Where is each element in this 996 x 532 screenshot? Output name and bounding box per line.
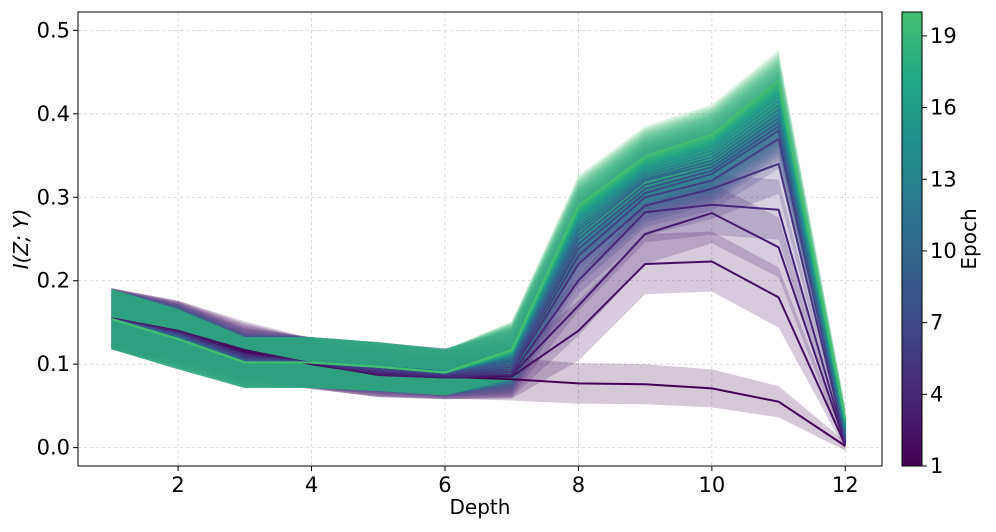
band-epoch-11 [111,83,846,440]
band-epoch-3 [111,183,846,449]
plot-background [78,12,882,466]
y-tick-label: 0.5 [37,18,70,42]
band-epoch-19 [111,53,846,431]
x-axis-title: Depth [450,495,511,519]
line-epoch-20 [111,79,847,419]
band-epoch-5 [111,133,846,447]
y-axis-title: I(Z; Y) [9,209,33,270]
plot-frame [77,11,883,467]
y-tick-label: 0.3 [37,185,70,209]
colorbar-gradient [901,11,923,467]
colorbar-tick-label: 16 [930,96,957,120]
colorbar-tick-label: 10 [930,239,957,263]
y-tick-label: 0.1 [37,352,70,376]
y-tick-label: 0.4 [37,102,70,126]
line-epoch-5 [111,162,847,442]
x-tick-label: 6 [438,473,451,497]
band-epoch-8 [111,96,846,444]
colorbar-tick-label: 19 [930,24,957,48]
x-tick-label: 10 [698,473,725,497]
band-epoch-2 [111,231,846,450]
colorbar-tick-label: 13 [930,167,957,191]
colorbar-tick-label: 4 [930,382,943,406]
x-axis-ticks: 2 4 6 8 10 12 [171,466,859,497]
colorbar-tick-label: 7 [930,311,943,335]
y-tick-label: 0.0 [37,436,70,460]
colorbar: 1 4 7 10 13 16 19 Epoch [901,11,981,478]
band-epoch-4 [111,174,846,449]
y-tick-label: 0.2 [37,269,70,293]
colorbar-label: Epoch [957,208,981,269]
series-lines [111,79,847,447]
colorbar-ticks: 1 4 7 10 13 16 19 [922,24,957,478]
line-epoch-6 [111,137,847,440]
y-axis-ticks: 0.0 0.1 0.2 0.3 0.4 0.5 [37,18,78,460]
band-epoch-7 [111,100,846,445]
x-tick-label: 12 [832,473,859,497]
colorbar-tick-label: 1 [930,454,943,478]
x-tick-label: 4 [305,473,318,497]
x-tick-label: 8 [572,473,585,497]
band-epoch-20 [111,50,846,430]
x-tick-label: 2 [171,473,184,497]
band-epoch-14 [111,71,846,436]
